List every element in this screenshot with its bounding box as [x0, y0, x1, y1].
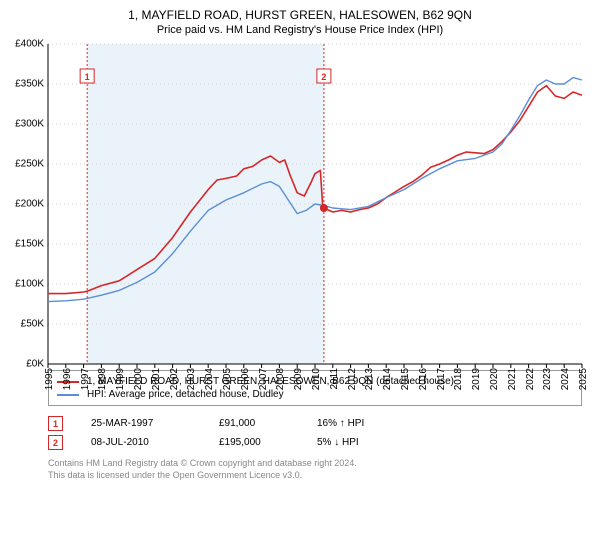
x-tick-label: 2021 — [507, 368, 518, 390]
chart-title: 1, MAYFIELD ROAD, HURST GREEN, HALESOWEN… — [0, 0, 600, 22]
x-tick-label: 2008 — [275, 368, 286, 390]
x-tick-label: 2015 — [400, 368, 411, 390]
x-tick-label: 2014 — [382, 368, 393, 390]
x-tick-label: 2007 — [258, 368, 269, 390]
y-tick-label: £50K — [21, 319, 44, 330]
y-tick-label: £350K — [15, 79, 44, 90]
plot-area: 12 £0K£50K£100K£150K£200K£250K£300K£350K… — [48, 44, 582, 364]
event-price: £91,000 — [219, 418, 289, 429]
y-tick-label: £150K — [15, 239, 44, 250]
y-tick-label: £0K — [26, 359, 44, 370]
x-tick-label: 2013 — [364, 368, 375, 390]
x-tick-label: 2024 — [560, 368, 571, 390]
license-line: Contains HM Land Registry data © Crown c… — [48, 458, 582, 470]
x-tick-label: 2011 — [329, 368, 340, 390]
events-table: 1 25-MAR-1997 £91,000 16% ↑ HPI 2 08-JUL-2010… — [48, 414, 582, 452]
x-tick-label: 2004 — [204, 368, 215, 390]
y-tick-label: £250K — [15, 159, 44, 170]
event-price: £195,000 — [219, 437, 289, 448]
license-line: This data is licensed under the Open Gov… — [48, 470, 582, 482]
x-tick-label: 1999 — [115, 368, 126, 390]
x-tick-label: 2017 — [436, 368, 447, 390]
x-tick-label: 1995 — [44, 368, 55, 390]
y-tick-label: £100K — [15, 279, 44, 290]
x-tick-label: 2002 — [169, 368, 180, 390]
event-delta: 5% ↓ HPI — [317, 437, 359, 448]
event-date: 08-JUL-2010 — [91, 437, 191, 448]
event-row: 2 08-JUL-2010 £195,000 5% ↓ HPI — [48, 433, 582, 452]
event-delta: 16% ↑ HPI — [317, 418, 364, 429]
y-tick-label: £300K — [15, 119, 44, 130]
x-tick-label: 2022 — [525, 368, 536, 390]
event-badge: 1 — [48, 416, 63, 431]
x-tick-label: 1998 — [97, 368, 108, 390]
chart-subtitle: Price paid vs. HM Land Registry's House … — [0, 24, 600, 36]
legend-label: HPI: Average price, detached house, Dudl… — [87, 389, 284, 400]
x-tick-label: 2000 — [133, 368, 144, 390]
x-tick-label: 2005 — [222, 368, 233, 390]
svg-text:1: 1 — [85, 72, 90, 82]
x-tick-label: 2025 — [578, 368, 589, 390]
x-tick-label: 2018 — [453, 368, 464, 390]
x-tick-label: 1997 — [80, 368, 91, 390]
x-tick-label: 2016 — [418, 368, 429, 390]
event-date: 25-MAR-1997 — [91, 418, 191, 429]
x-tick-label: 2009 — [293, 368, 304, 390]
x-tick-label: 2001 — [151, 368, 162, 390]
y-tick-label: £400K — [15, 39, 44, 50]
event-row: 1 25-MAR-1997 £91,000 16% ↑ HPI — [48, 414, 582, 433]
x-tick-label: 2003 — [186, 368, 197, 390]
x-tick-label: 2006 — [240, 368, 251, 390]
license-text: Contains HM Land Registry data © Crown c… — [48, 458, 582, 481]
event-badge: 2 — [48, 435, 63, 450]
svg-text:2: 2 — [321, 72, 326, 82]
legend-swatch — [57, 394, 79, 396]
plot-svg: 12 — [48, 44, 582, 364]
x-tick-label: 2010 — [311, 368, 322, 390]
x-tick-label: 2020 — [489, 368, 500, 390]
x-tick-label: 2012 — [347, 368, 358, 390]
x-tick-label: 2023 — [542, 368, 553, 390]
chart-container: 1, MAYFIELD ROAD, HURST GREEN, HALESOWEN… — [0, 0, 600, 560]
y-tick-label: £200K — [15, 199, 44, 210]
x-tick-label: 2019 — [471, 368, 482, 390]
x-tick-label: 1996 — [62, 368, 73, 390]
